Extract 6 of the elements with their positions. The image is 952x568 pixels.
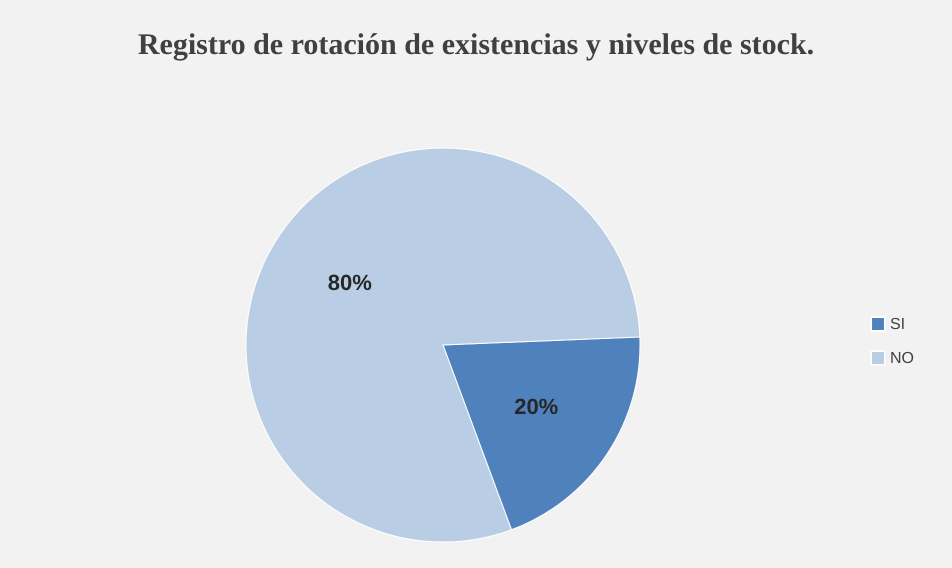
data-label: 80% [328,270,372,295]
legend-label: SI [890,316,906,333]
legend-label: NO [890,350,914,367]
data-label: 20% [514,394,558,420]
chart-title: Registro de rotación de existencias y niveles de stock. [138,28,814,61]
pie-slice [246,148,640,542]
